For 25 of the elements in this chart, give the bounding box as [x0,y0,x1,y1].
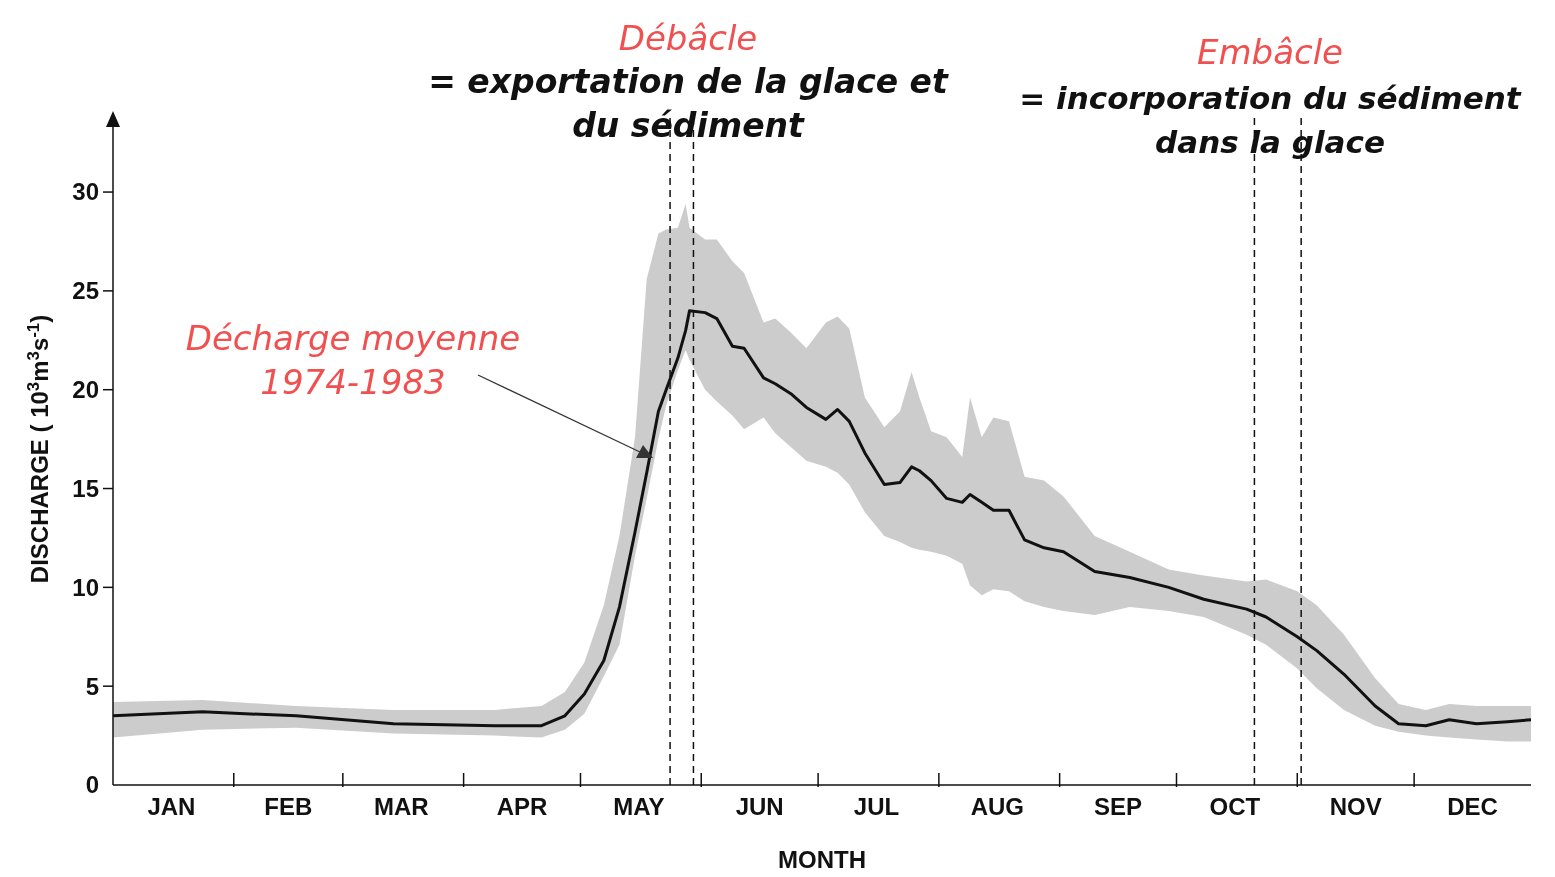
x-axis-title: MONTH [778,846,866,873]
y-tick-label: 25 [72,277,99,305]
x-tick-label: AUG [970,793,1024,820]
x-tick-label: MAY [613,793,665,820]
x-tick-label: FEB [264,793,313,820]
x-tick-label: JUN [735,793,784,820]
y-tick-label: 5 [85,672,99,700]
y-tick-label: 20 [72,376,99,404]
annotation: Décharge moyenne 1974-1983 [184,317,522,404]
y-tick-label: 15 [72,474,99,502]
annotation: = exportation de la glace et du sédiment [428,61,948,147]
annotation: = incorporation du sédiment dans la glace [1018,79,1523,162]
y-tick-label: 30 [72,178,99,206]
x-tick-label: OCT [1209,793,1261,820]
x-tick-label: JUL [853,793,900,820]
x-tick-label: SEP [1094,793,1143,820]
x-tick-label: MAR [373,793,429,820]
y-tick-label: 10 [72,573,99,601]
text: Embâcle [1195,31,1345,74]
text: Débâcle [617,17,759,60]
x-tick-label: JAN [147,793,196,820]
y-tick-label: 0 [85,771,99,799]
x-tick-label: APR [496,793,548,820]
x-tick-label: NOV [1329,793,1382,820]
x-tick-label: DEC [1447,793,1498,820]
